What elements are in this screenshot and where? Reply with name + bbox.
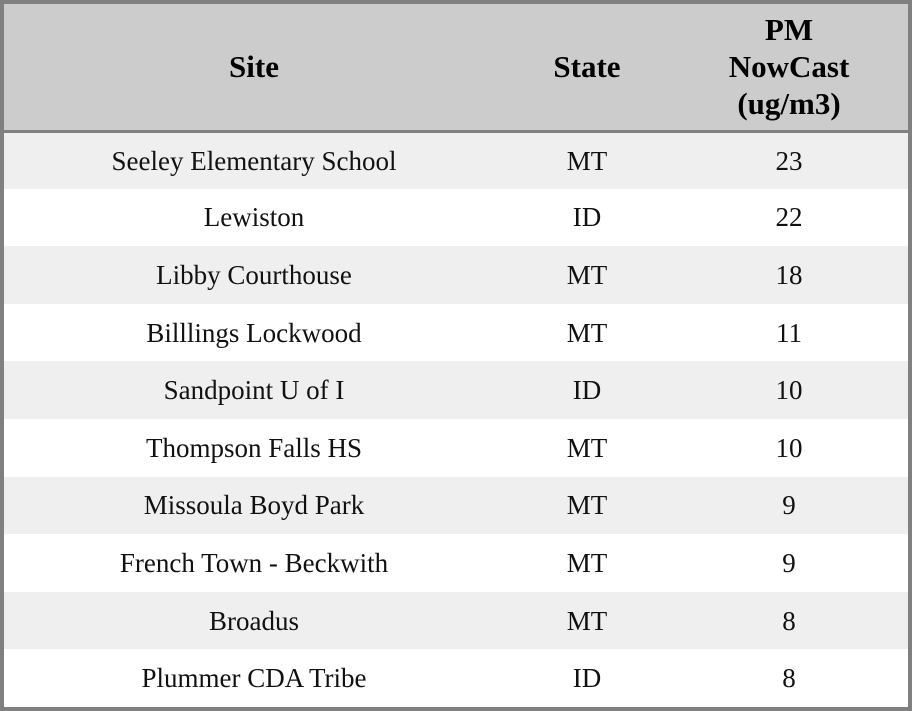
cell-pm-nowcast: 9 [670, 534, 908, 592]
column-header-pm-nowcast: PM NowCast (ug/m3) [670, 4, 908, 133]
cell-pm-nowcast: 8 [670, 649, 908, 707]
table-row: Libby Courthouse MT 18 [4, 246, 908, 304]
cell-state: MT [504, 131, 670, 189]
cell-state: MT [504, 591, 670, 650]
column-header-state-label: State [553, 49, 621, 85]
column-header-pm-nowcast-line3: (ug/m3) [737, 86, 841, 122]
cell-state: ID [504, 649, 670, 707]
cell-state: ID [504, 361, 670, 419]
cell-pm-nowcast: 18 [670, 246, 908, 304]
cell-pm-nowcast: 10 [670, 361, 908, 419]
cell-pm-nowcast: 8 [670, 591, 908, 650]
cell-pm-nowcast: 10 [670, 418, 908, 477]
cell-site: Libby Courthouse [4, 246, 504, 304]
cell-state: ID [504, 188, 670, 247]
table-row: Broadus MT 8 [4, 591, 908, 650]
table-row: Thompson Falls HS MT 10 [4, 418, 908, 477]
cell-site: Sandpoint U of I [4, 361, 504, 419]
table-row: Lewiston ID 22 [4, 188, 908, 247]
cell-site: Lewiston [4, 188, 504, 247]
table-row: Plummer CDA Tribe ID 8 [4, 649, 908, 707]
table-row: French Town - Beckwith MT 9 [4, 534, 908, 592]
table-row: Sandpoint U of I ID 10 [4, 361, 908, 419]
air-quality-table: Site State PM NowCast (ug/m3) Seeley Ele… [4, 4, 908, 707]
cell-state: MT [504, 534, 670, 592]
cell-site: Seeley Elementary School [4, 131, 504, 189]
cell-site: Missoula Boyd Park [4, 476, 504, 535]
table-header-row: Site State PM NowCast (ug/m3) [4, 4, 908, 133]
cell-site: Plummer CDA Tribe [4, 649, 504, 707]
cell-site: Thompson Falls HS [4, 418, 504, 477]
cell-pm-nowcast: 11 [670, 303, 908, 362]
column-header-pm-nowcast-line2: NowCast [728, 49, 850, 85]
table-header: Site State PM NowCast (ug/m3) [4, 4, 908, 133]
cell-site: Billlings Lockwood [4, 303, 504, 362]
table-row: Missoula Boyd Park MT 9 [4, 476, 908, 535]
cell-pm-nowcast: 22 [670, 188, 908, 247]
cell-pm-nowcast: 23 [670, 131, 908, 189]
table-row: Billlings Lockwood MT 11 [4, 303, 908, 362]
cell-site: Broadus [4, 591, 504, 650]
cell-site: French Town - Beckwith [4, 534, 504, 592]
cell-state: MT [504, 418, 670, 477]
column-header-state: State [504, 4, 670, 133]
cell-state: MT [504, 476, 670, 535]
table-body: Seeley Elementary School MT 23 Lewiston … [4, 131, 908, 707]
cell-state: MT [504, 246, 670, 304]
cell-state: MT [504, 303, 670, 362]
column-header-pm-nowcast-line1: PM [764, 12, 814, 48]
column-header-site: Site [4, 4, 504, 133]
cell-pm-nowcast: 9 [670, 476, 908, 535]
column-header-site-label: Site [229, 49, 279, 85]
table-row: Seeley Elementary School MT 23 [4, 131, 908, 189]
